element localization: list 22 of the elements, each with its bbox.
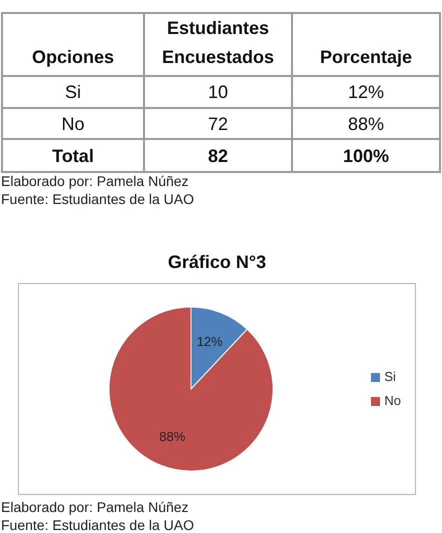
source-note: Fuente: Estudiantes de la UAO bbox=[1, 191, 194, 207]
data-label: 82 bbox=[144, 139, 292, 172]
legend-label: Si bbox=[384, 369, 396, 384]
text: Opciones bbox=[32, 47, 114, 67]
category-label: No bbox=[61, 114, 84, 134]
text: Estudiantes Encuestados bbox=[162, 18, 274, 67]
data-label: 12% bbox=[196, 334, 224, 350]
data-label: 10 bbox=[144, 76, 292, 108]
category-label: Si bbox=[64, 82, 81, 102]
text: Elaborado por: Pamela Núñez bbox=[1, 173, 189, 189]
pie-slice bbox=[108, 306, 274, 472]
legend-label: No bbox=[384, 393, 401, 408]
category-label: Total bbox=[52, 146, 94, 166]
text: Elaborado por: Pamela Núñez bbox=[1, 499, 189, 515]
data-label: 100% bbox=[292, 139, 440, 172]
data-label: 12% bbox=[292, 76, 440, 108]
data-label: 72 bbox=[144, 108, 292, 139]
text: Porcentaje bbox=[320, 47, 412, 67]
source-note: Fuente: Estudiantes de la UAO bbox=[1, 517, 194, 533]
chart-title: Gráfico N°3 bbox=[168, 252, 266, 272]
data-label: 88% bbox=[159, 428, 186, 444]
data-label: 88% bbox=[292, 108, 440, 139]
